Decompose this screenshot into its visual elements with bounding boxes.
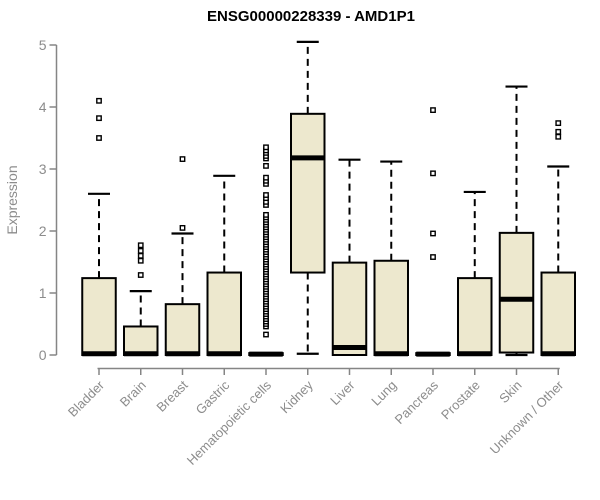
x-tick-label-liver: Liver xyxy=(327,377,358,408)
y-tick-label: 2 xyxy=(39,223,47,239)
outlier-point-pancreas xyxy=(430,254,436,260)
x-tick-label-kidney: Kidney xyxy=(277,377,316,416)
outlier-point-hematopoietic-cells xyxy=(263,162,269,169)
outlier-point-hematopoietic-cells xyxy=(263,331,269,338)
box-skin xyxy=(498,231,535,354)
outlier-point-bladder xyxy=(96,97,102,104)
outlier-point-bladder xyxy=(96,115,102,122)
box-bladder xyxy=(81,277,117,356)
outlier-point-brain xyxy=(137,247,144,254)
box-breast xyxy=(164,303,201,357)
box-unknown-other xyxy=(540,271,576,357)
y-tick-label: 0 xyxy=(39,347,47,363)
chart-title: ENSG00000228339 - AMD1P1 xyxy=(207,8,415,25)
outlier-point-bladder xyxy=(96,135,102,141)
y-axis-title: Expression xyxy=(4,165,20,235)
outlier-point-unknown-other xyxy=(555,128,562,135)
outlier-point-pancreas xyxy=(430,170,436,177)
y-tick-label: 4 xyxy=(39,99,47,115)
outlier-point-brain xyxy=(137,272,144,278)
x-tick-label-brain: Brain xyxy=(117,378,149,410)
outlier-point-hematopoietic-cells xyxy=(263,211,269,218)
x-tick-label-bladder: Bladder xyxy=(65,377,108,420)
x-tick-label-gastric: Gastric xyxy=(193,377,233,417)
outlier-point-breast xyxy=(179,156,186,162)
outlier-point-brain xyxy=(137,257,144,264)
outlier-point-hematopoietic-cells xyxy=(263,174,269,181)
box-brain xyxy=(123,325,159,357)
outlier-point-hematopoietic-cells xyxy=(263,144,269,151)
outlier-point-breast xyxy=(179,224,186,231)
box-prostate xyxy=(457,277,493,356)
y-tick-label: 1 xyxy=(39,285,47,301)
y-tick-label: 5 xyxy=(39,37,47,53)
outlier-point-brain xyxy=(137,242,144,249)
y-tick-label: 3 xyxy=(39,161,47,177)
outlier-point-hematopoietic-cells xyxy=(263,192,269,198)
x-tick-label-pancreas: Pancreas xyxy=(392,377,442,427)
x-tick-label-skin: Skin xyxy=(496,378,524,406)
box-lung xyxy=(373,259,409,357)
outlier-point-pancreas xyxy=(430,230,436,237)
box-liver xyxy=(331,261,368,356)
outlier-point-pancreas xyxy=(430,107,436,114)
x-tick-label-prostate: Prostate xyxy=(438,378,483,423)
outlier-point-unknown-other xyxy=(555,133,562,140)
box-kidney xyxy=(290,112,326,274)
x-tick-label-lung: Lung xyxy=(368,378,399,409)
outlier-point-brain xyxy=(137,252,144,259)
x-tick-label-breast: Breast xyxy=(153,377,190,414)
box-gastric xyxy=(206,271,242,357)
x-tick-label-unknown-other: Unknown / Other xyxy=(487,377,567,457)
outlier-point-unknown-other xyxy=(555,120,562,127)
